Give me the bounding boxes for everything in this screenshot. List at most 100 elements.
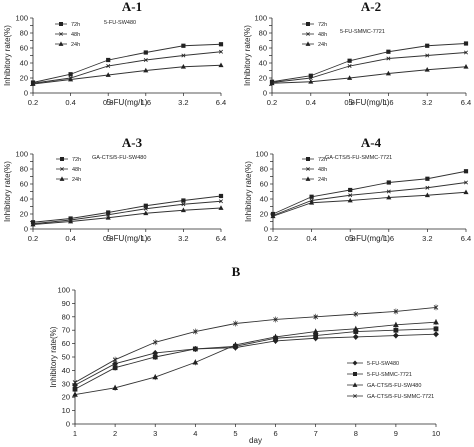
y-axis-title: Inhibitory rate(%): [3, 25, 12, 86]
y-axis-title: Inhibitory rate(%): [244, 161, 253, 222]
legend-label: 72h: [318, 157, 327, 163]
data-point: [72, 386, 78, 392]
y-tick-label: 80: [20, 165, 28, 174]
data-point: [425, 176, 430, 181]
legend-marker: [59, 21, 64, 26]
legend-marker: [352, 371, 357, 376]
data-point: [218, 62, 224, 68]
legend-marker: [305, 21, 310, 26]
y-tick-label: 70: [62, 326, 70, 335]
data-point: [218, 205, 224, 210]
data-point: [347, 58, 352, 63]
y-tick-label: 100: [57, 286, 70, 295]
data-point: [433, 305, 439, 310]
legend-label: 5-FU-SW480: [367, 361, 399, 367]
data-point: [30, 221, 36, 227]
data-point: [219, 199, 223, 204]
y-tick-label: 90: [62, 299, 70, 308]
x-tick-label: 3.2: [422, 98, 432, 107]
panel-title-a-2: A-2: [361, 0, 381, 14]
data-point: [464, 50, 468, 55]
series-72h: [270, 169, 469, 217]
data-point: [433, 331, 439, 338]
x-tick-label: 1.6: [141, 234, 151, 243]
x-tick-label: 0.8: [344, 98, 354, 107]
chart-panel-a-3: A-3 0 20 40 60 80 100 0.2 0.4 0.8 1.6 3.2 6.4 5-FU(mg…: [3, 135, 226, 243]
data-point: [143, 58, 148, 62]
data-point: [424, 67, 430, 72]
legend-marker: [59, 176, 65, 181]
series-ga-cts-5-fu-sw480: [72, 319, 439, 398]
x-tick-label: 8: [354, 429, 358, 438]
chart-panel-b: B 0 10 20 30 40 50 60 70 80 90 100 1 2 3 4 5 6 7 8 9 10 day Inh…: [49, 264, 440, 445]
legend-label: 48h: [318, 32, 327, 38]
series-72h: [269, 41, 469, 84]
legend-a-3: 72h 48h 24h: [56, 156, 81, 183]
data-point: [181, 43, 186, 48]
y-axis-title: Inhibitory rate(%): [49, 326, 58, 387]
x-tick-label: 4: [193, 429, 197, 438]
x-tick-label: 3.2: [178, 98, 188, 107]
y-tick-label: 40: [62, 366, 70, 375]
series-5-fu-sw480: [72, 331, 439, 389]
y-tick-label: 40: [20, 59, 28, 68]
y-tick-label: 20: [20, 210, 28, 219]
series-line: [74, 328, 437, 390]
legend-label: 24h: [71, 42, 80, 48]
y-tick-label: 0: [24, 225, 28, 234]
series-line: [272, 191, 467, 217]
x-tick-label: 0.2: [28, 234, 38, 243]
data-point: [181, 53, 186, 58]
y-tick-label: 10: [62, 406, 70, 415]
data-point: [347, 75, 353, 80]
panel-title-a-3: A-3: [122, 135, 143, 150]
legend-a-4: 72h 48h 24h: [302, 156, 327, 183]
data-point: [386, 56, 391, 61]
data-point: [106, 57, 111, 63]
y-tick-label: 20: [259, 74, 267, 83]
chart-panel-a-2: A-2 0 20 40 60 80 100 0.2 0.4 0.8 1.6 3.2 6.4 5-FU(mg…: [243, 0, 471, 107]
data-point: [219, 49, 223, 54]
series-line: [32, 43, 222, 83]
x-tick-label: 2: [113, 429, 117, 438]
legend-label: 48h: [71, 32, 80, 38]
y-tick-label: 100: [254, 14, 267, 23]
data-point: [425, 43, 430, 48]
series-line: [32, 64, 222, 85]
legend-marker: [306, 32, 310, 36]
x-tick-label: 6.4: [461, 98, 471, 107]
data-point: [112, 357, 118, 362]
series-24h: [30, 62, 224, 86]
data-point: [152, 354, 158, 360]
data-point: [143, 50, 148, 55]
data-point: [68, 218, 74, 224]
x-tick-label: 0.8: [103, 234, 113, 243]
series-line: [32, 51, 222, 84]
data-point: [181, 198, 186, 203]
data-point: [424, 192, 430, 198]
data-point: [313, 314, 318, 320]
y-tick-label: 100: [255, 150, 268, 159]
series-48h: [270, 50, 468, 85]
series-72h: [30, 193, 224, 225]
data-point: [353, 311, 359, 317]
chart-panel-a-1: A-1 0 20 40 60 80 100 0.2 0.4 0.8 1.6 3.2 6.4 5-FU(mg…: [3, 0, 226, 107]
series-72h: [30, 42, 224, 85]
panel-title-a-1: A-1: [122, 0, 142, 14]
x-tick-label: 0.8: [345, 234, 355, 243]
data-point: [72, 391, 78, 397]
legend-label: 48h: [72, 167, 81, 173]
legend-marker: [305, 41, 311, 46]
series-line: [74, 306, 437, 383]
y-tick-label: 20: [20, 74, 28, 83]
y-tick-label: 40: [20, 195, 28, 204]
legend-marker: [352, 360, 358, 366]
y-tick-label: 100: [15, 150, 28, 159]
panel-annotation: GA-CTS/5-FU-SMMC-7721: [325, 155, 392, 161]
data-point: [309, 200, 315, 205]
data-point: [68, 76, 74, 82]
data-point: [393, 327, 399, 333]
data-point: [308, 76, 313, 80]
legend-marker: [353, 394, 357, 398]
data-point: [386, 180, 391, 185]
